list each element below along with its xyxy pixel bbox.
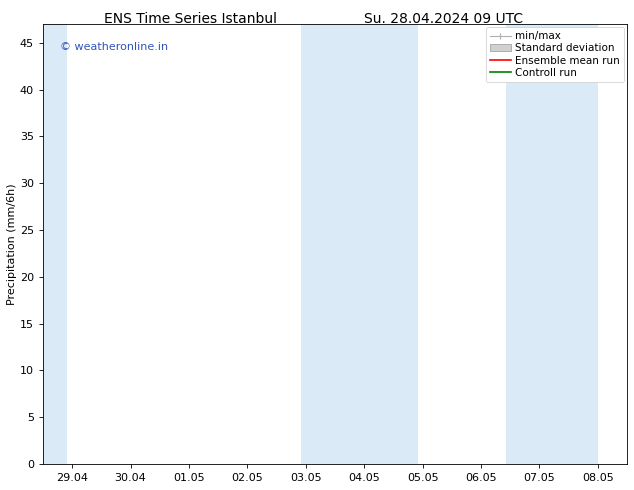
Legend: min/max, Standard deviation, Ensemble mean run, Controll run: min/max, Standard deviation, Ensemble me… [486, 27, 624, 82]
Bar [43, 24, 67, 464]
Bar [301, 24, 418, 464]
Y-axis label: Precipitation (mm/6h): Precipitation (mm/6h) [7, 183, 17, 305]
Text: © weatheronline.in: © weatheronline.in [60, 42, 169, 51]
Text: Su. 28.04.2024 09 UTC: Su. 28.04.2024 09 UTC [365, 12, 523, 26]
Bar [505, 24, 598, 464]
Text: ENS Time Series Istanbul: ENS Time Series Istanbul [104, 12, 276, 26]
